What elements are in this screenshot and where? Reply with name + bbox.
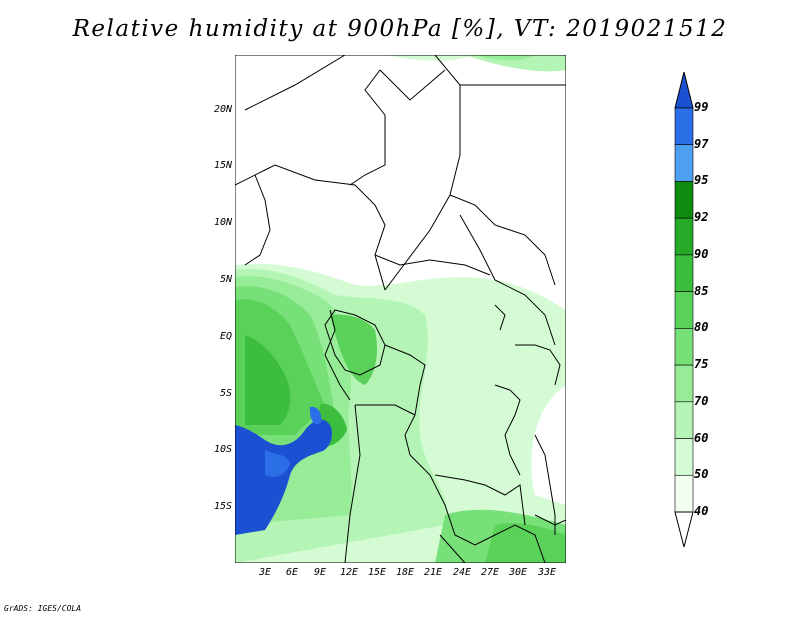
lon-label: 12E: [339, 567, 359, 578]
lon-label: 30E: [508, 567, 528, 578]
colorbar-label: 40: [694, 504, 709, 518]
colorbar-label: 99: [694, 100, 709, 114]
colorbar-label: 70: [694, 393, 709, 408]
lat-label: 10N: [213, 217, 232, 228]
lon-label: 33E: [537, 567, 557, 578]
colorbar-label: 92: [694, 210, 709, 225]
colorbar-segment: [674, 474, 694, 513]
lat-label: EQ: [219, 331, 232, 342]
colorbar-segment: [674, 181, 694, 219]
colorbar-segment: [674, 107, 694, 146]
lon-label: 15E: [367, 567, 387, 578]
lat-label: 5S: [219, 388, 232, 399]
colorbar-label: 95: [694, 173, 709, 188]
colorbar-label: 90: [694, 246, 709, 261]
lat-label: 5N: [219, 274, 232, 285]
lon-label: 21E: [423, 567, 443, 578]
colorbar-segment: [674, 364, 694, 403]
country-borders: [235, 55, 566, 563]
lon-label: 18E: [395, 567, 415, 578]
lon-label: 6E: [285, 567, 299, 578]
lat-label: 10S: [213, 444, 232, 455]
colorbar-top-arrow: [674, 72, 694, 109]
lon-label: 9E: [313, 567, 327, 578]
colorbar-segment: [674, 144, 694, 182]
colorbar-label: 60: [694, 430, 709, 445]
colorbar-label: 80: [694, 320, 709, 335]
colorbar-segment: [674, 254, 694, 292]
colorbar-segment: [674, 217, 694, 256]
colorbar-segment: [674, 291, 694, 329]
lon-label: 27E: [480, 567, 500, 578]
chart-title: Relative humidity at 900hPa [%], VT: 201…: [72, 16, 728, 42]
colorbar-segment: [674, 401, 694, 439]
footer-credit: GrADS: IGES/COLA: [4, 604, 82, 613]
colorbar-label: 97: [694, 136, 709, 151]
humidity-map: [235, 55, 566, 563]
colorbar-bottom-arrow: [674, 511, 694, 548]
humidity-field: [235, 55, 566, 563]
colorbar-label: 50: [694, 467, 709, 482]
lon-label: 24E: [452, 567, 472, 578]
lat-label: 15N: [213, 160, 232, 171]
colorbar-label: 85: [694, 283, 709, 298]
colorbar-label: 75: [694, 357, 709, 372]
lon-label: 3E: [258, 567, 272, 578]
colorbar-segment: [674, 438, 694, 476]
colorbar-segment: [674, 328, 694, 366]
colorbar: [674, 72, 694, 548]
lat-label: 15S: [213, 501, 232, 512]
lat-label: 20N: [213, 104, 232, 115]
